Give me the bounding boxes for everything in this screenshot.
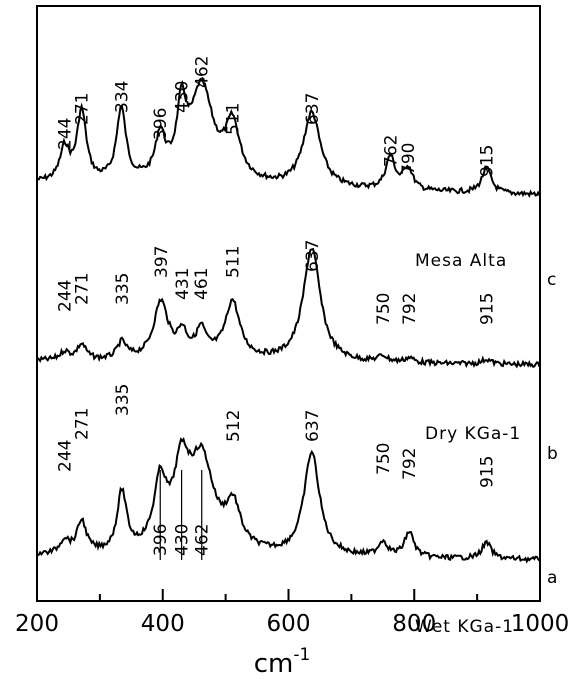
peak-label-b: 637 xyxy=(303,240,323,272)
peak-label-a: 915 xyxy=(478,456,498,488)
peak-label-a: 396 xyxy=(151,524,171,556)
peak-label-c: 334 xyxy=(112,81,132,113)
peak-label-c: 790 xyxy=(399,143,419,175)
peak-label-a: 271 xyxy=(73,408,93,440)
peak-label-b: 431 xyxy=(173,268,193,300)
spectra-traces xyxy=(38,78,540,561)
peak-label-c: 462 xyxy=(193,56,213,88)
peak-label-a: 792 xyxy=(400,448,420,480)
series-name-label: Mesa Alta xyxy=(415,251,507,271)
peak-label-c: 430 xyxy=(173,81,193,113)
peak-label-c: 915 xyxy=(478,145,498,177)
peak-label-c: 396 xyxy=(151,108,171,140)
x-axis-label-exponent: -1 xyxy=(293,645,310,665)
peak-label-b: 461 xyxy=(192,268,212,300)
trace-letter-label: c xyxy=(547,270,556,290)
x-tick-label: 800 xyxy=(392,611,436,637)
peak-label-b: 511 xyxy=(224,246,244,278)
peak-label-a: 512 xyxy=(224,410,244,442)
peak-label-c: 511 xyxy=(224,103,244,135)
x-tick-label: 600 xyxy=(267,611,311,637)
x-tick-label: 1000 xyxy=(511,611,570,637)
peak-label-b: 915 xyxy=(478,293,498,325)
peak-label-b: 792 xyxy=(400,293,420,325)
peak-label-b: 750 xyxy=(374,293,394,325)
peak-label-b: 271 xyxy=(73,273,93,305)
trace-letter-label: a xyxy=(547,568,557,588)
peak-label-a: 244 xyxy=(56,440,76,472)
spectrum-line-a xyxy=(38,439,540,561)
peak-label-a: 462 xyxy=(193,524,213,556)
x-tick-label: 200 xyxy=(15,611,59,637)
x-axis-label: cm-1 xyxy=(254,645,311,679)
x-tick-label: 400 xyxy=(141,611,185,637)
series-name-label: Dry KGa-1 xyxy=(425,424,521,444)
peak-label-c: 637 xyxy=(303,93,323,125)
peak-label-a: 430 xyxy=(173,524,193,556)
peak-label-a: 637 xyxy=(303,410,323,442)
peak-label-b: 335 xyxy=(113,273,133,305)
peak-label-a: 335 xyxy=(113,384,133,416)
peak-label-c: 271 xyxy=(73,93,93,125)
peak-label-b: 397 xyxy=(152,246,172,278)
peak-label-a: 750 xyxy=(374,443,394,475)
trace-letter-label: b xyxy=(547,444,558,464)
